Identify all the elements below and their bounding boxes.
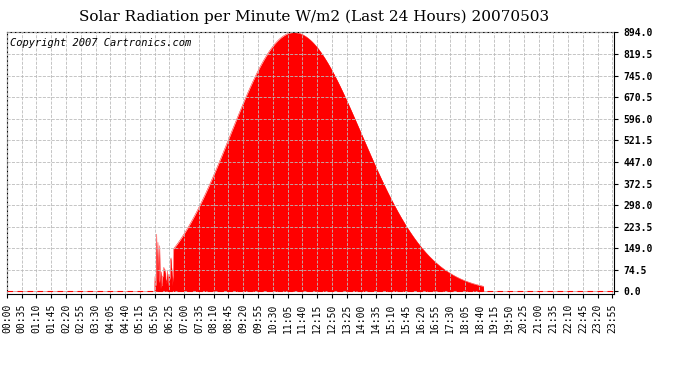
Text: Copyright 2007 Cartronics.com: Copyright 2007 Cartronics.com	[10, 39, 191, 48]
Text: Solar Radiation per Minute W/m2 (Last 24 Hours) 20070503: Solar Radiation per Minute W/m2 (Last 24…	[79, 9, 549, 24]
